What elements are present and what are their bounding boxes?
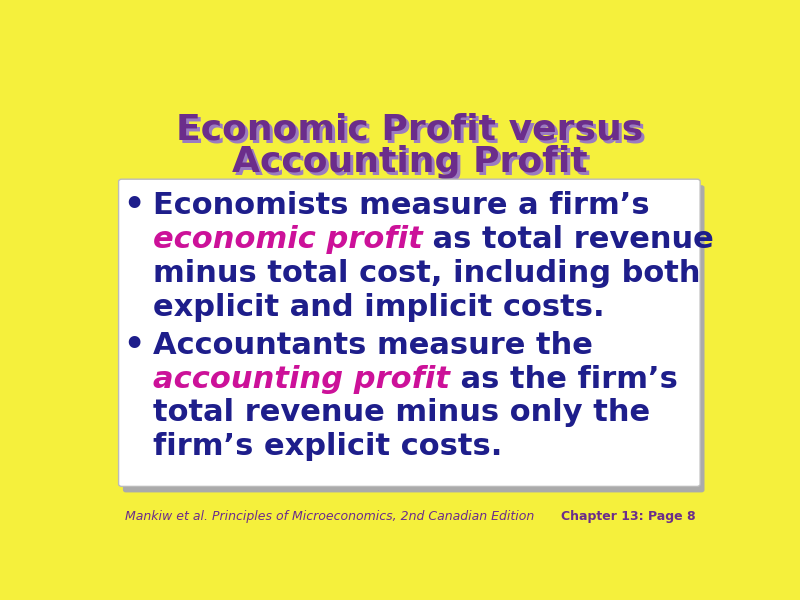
Text: Mankiw et al. Principles of Microeconomics, 2nd Canadian Edition: Mankiw et al. Principles of Microeconomi… <box>125 510 534 523</box>
FancyBboxPatch shape <box>118 179 700 487</box>
Text: Accounting Profit: Accounting Profit <box>232 145 588 179</box>
Text: explicit and implicit costs.: explicit and implicit costs. <box>153 293 604 322</box>
Text: Accountants measure the: Accountants measure the <box>153 331 593 360</box>
Text: total revenue minus only the: total revenue minus only the <box>153 398 650 427</box>
Text: economic profit: economic profit <box>153 225 422 254</box>
Text: Economic Profit versus: Economic Profit versus <box>176 113 644 147</box>
Text: firm’s explicit costs.: firm’s explicit costs. <box>153 432 502 461</box>
Text: minus total cost, including both: minus total cost, including both <box>153 259 700 288</box>
Text: Accounting Profit: Accounting Profit <box>234 148 590 182</box>
Text: as total revenue: as total revenue <box>422 225 714 254</box>
Text: Economists measure a firm’s: Economists measure a firm’s <box>153 191 650 220</box>
Text: Economic Profit versus: Economic Profit versus <box>179 116 646 149</box>
Text: Chapter 13: Page 8: Chapter 13: Page 8 <box>561 510 695 523</box>
Text: as the firm’s: as the firm’s <box>450 365 678 394</box>
Text: •: • <box>123 190 145 223</box>
FancyBboxPatch shape <box>123 185 705 493</box>
Text: accounting profit: accounting profit <box>153 365 450 394</box>
Text: •: • <box>123 329 145 362</box>
